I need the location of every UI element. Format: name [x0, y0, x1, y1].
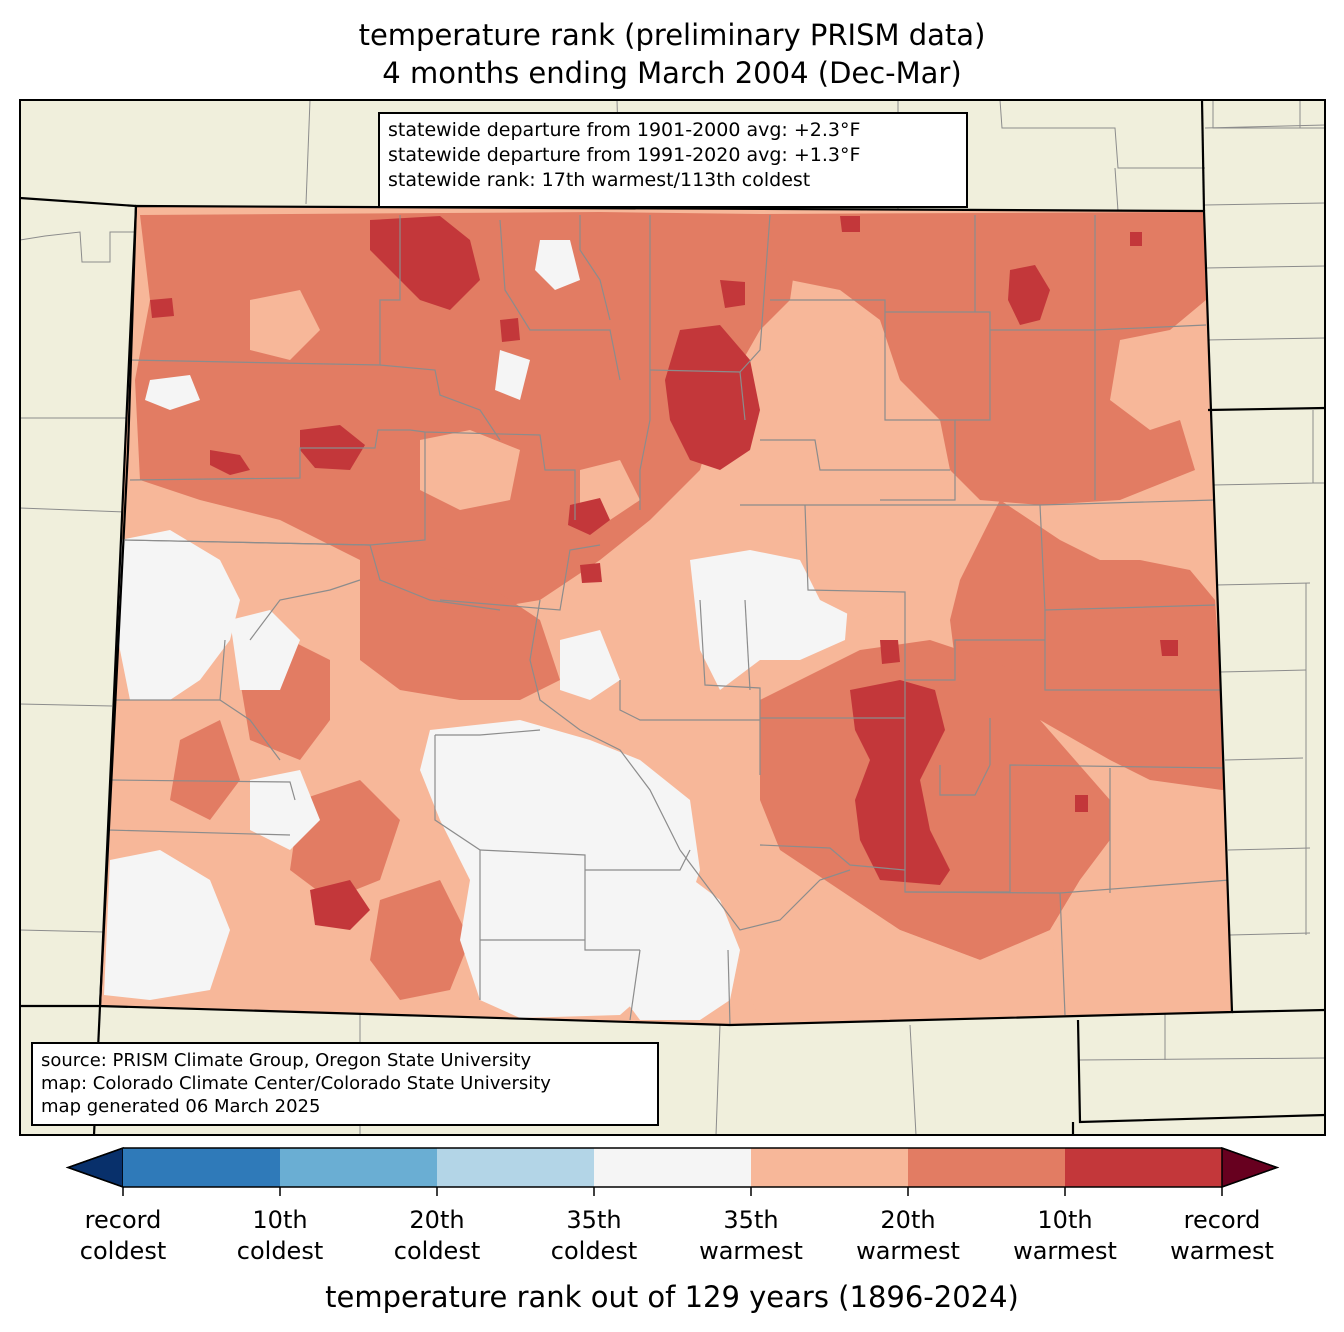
source-generated-date: map generated 06 March 2025 — [41, 1096, 321, 1117]
colorbar-bin-20th-warmest — [908, 1148, 1065, 1187]
colorbar-bin-10th-warmest — [1065, 1148, 1222, 1187]
stats-departure-1901-2000: statewide departure from 1901-2000 avg: … — [388, 119, 861, 141]
stats-statewide-rank: statewide rank: 17th warmest/113th colde… — [388, 169, 811, 191]
map-subtitle: 4 months ending March 2004 (Dec-Mar) — [382, 56, 962, 90]
colorbar-label-record-warmest: record warmest — [1170, 1206, 1274, 1265]
colorbar-label-record-coldest: record coldest — [79, 1206, 167, 1265]
colorbar-label-10th-coldest: 10th coldest — [236, 1206, 324, 1265]
colorbar-bin-record-coldest — [123, 1148, 280, 1187]
colorbar-label-35th-warmest: 35th warmest — [699, 1206, 803, 1265]
colorbar-extend-warmest — [1221, 1146, 1280, 1189]
colorbar-label-20th-warmest: 20th warmest — [856, 1206, 960, 1265]
map-title: temperature rank (preliminary PRISM data… — [358, 18, 986, 52]
colorbar-bin-near-normal — [594, 1148, 751, 1187]
colorbar-bin-20th-coldest — [437, 1148, 594, 1187]
temperature-rank-field — [100, 206, 1232, 1025]
source-prism: source: PRISM Climate Group, Oregon Stat… — [41, 1050, 532, 1071]
map-frame — [19, 99, 1326, 1136]
colorbar-bin-10th-coldest — [280, 1148, 437, 1187]
colorbar-bin-35th-warmest — [751, 1148, 908, 1187]
source-map-credit: map: Colorado Climate Center/Colorado St… — [41, 1073, 551, 1094]
colorbar-extend-coldest — [65, 1146, 124, 1189]
source-box: source: PRISM Climate Group, Oregon Stat… — [31, 1042, 659, 1126]
colorbar — [65, 1146, 1280, 1196]
colorbar-label-10th-warmest: 10th warmest — [1013, 1206, 1117, 1265]
colorbar-ticks — [122, 1187, 1223, 1196]
colorbar-label-20th-coldest: 20th coldest — [393, 1206, 481, 1265]
colorbar-title: temperature rank out of 129 years (1896-… — [325, 1280, 1019, 1314]
county-lines — [107, 214, 1231, 1025]
statewide-stats-box: statewide departure from 1901-2000 avg: … — [378, 112, 968, 208]
stats-departure-1991-2020: statewide departure from 1991-2020 avg: … — [388, 144, 861, 166]
colorbar-label-35th-coldest: 35th coldest — [550, 1206, 638, 1265]
